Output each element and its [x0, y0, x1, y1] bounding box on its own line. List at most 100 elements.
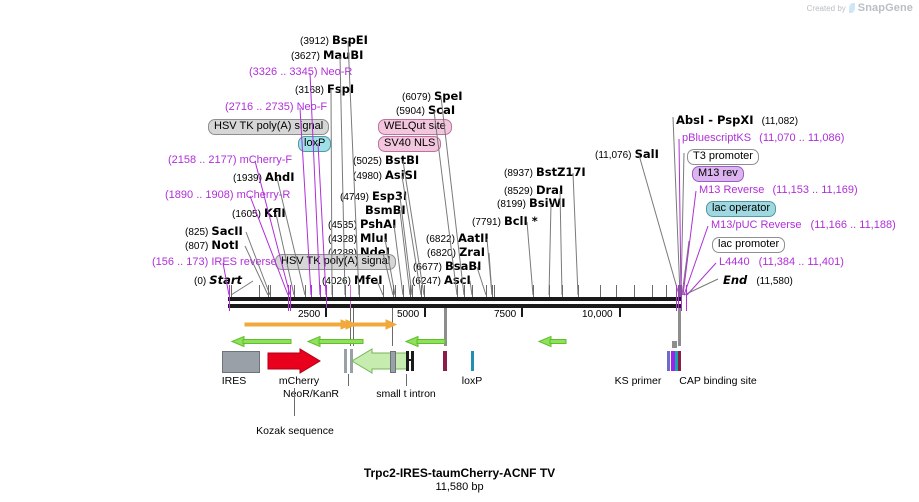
label-ahdi[interactable]: (1939) AhdI: [233, 171, 295, 185]
label-m13-reverse[interactable]: M13 Reverse (11,153 .. 11,169): [699, 184, 858, 196]
feature-box: lac promoter: [712, 237, 786, 253]
position-text: (6677): [413, 262, 442, 273]
label-mlui[interactable]: (4328) MluI: [328, 232, 388, 246]
label-zrai[interactable]: (6820) ZraI: [427, 246, 485, 260]
cut-tick: [270, 285, 271, 297]
label-sv40-nls[interactable]: SV40 NLS: [378, 136, 442, 152]
position-text: (11,166 .. 11,188): [810, 219, 896, 231]
label-neo-r[interactable]: (3326 .. 3345) Neo-R: [249, 66, 352, 78]
feature-box: M13 rev: [692, 166, 744, 182]
feature-ks-primer[interactable]: [667, 351, 670, 371]
label-bsmbi[interactable]: BsmBI: [365, 204, 406, 217]
backbone-line-top: [228, 297, 682, 301]
label-sali[interactable]: (11,076) SalI: [595, 148, 659, 162]
label-m13-puc-reverse[interactable]: M13/pUC Reverse (11,166 .. 11,188): [711, 219, 896, 231]
label-pbluescriptks[interactable]: pBluescriptKS (11,070 .. 11,086): [682, 132, 844, 144]
label-bcli[interactable]: (7791) BclI *: [472, 215, 538, 229]
label-bsiwi[interactable]: (8199) BsiWI: [497, 197, 566, 211]
label-l4440[interactable]: L4440 (11,384 .. 11,401): [719, 256, 844, 268]
primer-tick: [676, 285, 677, 311]
label-t3-promoter[interactable]: T3 promoter: [687, 149, 759, 165]
cut-tick: [345, 285, 346, 297]
position-text: (11,082): [761, 116, 799, 127]
label-bstbi[interactable]: (5025) BstBI: [353, 154, 419, 168]
label-drai[interactable]: (8529) DraI: [504, 184, 563, 198]
position-text: (807): [185, 241, 209, 252]
label-lac-promoter[interactable]: lac promoter: [712, 237, 786, 253]
cut-tick: [403, 285, 404, 297]
position-text: (11,384 .. 11,401): [758, 256, 844, 268]
ruler-label-7500: 7500: [494, 309, 517, 320]
feature-mcherry[interactable]: [267, 348, 324, 374]
feature-loxp[interactable]: [471, 351, 474, 371]
label-asci[interactable]: (6247) AscI: [412, 274, 471, 288]
cut-tick: [259, 285, 260, 297]
label-asisi[interactable]: (4980) AsiSI: [353, 169, 417, 183]
label-hsv-tk-polya-signal-mid[interactable]: HSV TK poly(A) signal: [275, 254, 397, 270]
label-mcherry-f[interactable]: (2158 .. 2177) mCherry-F: [168, 154, 292, 166]
label-ires-reverse[interactable]: (156 .. 173) IRES reverse: [152, 256, 277, 268]
enzyme-name: Start: [209, 273, 243, 287]
enzyme-name: AatII: [457, 231, 489, 245]
position-text: (11,070 .. 11,086): [759, 132, 845, 144]
feature-marker-dark-2[interactable]: [411, 351, 414, 371]
label-pshai[interactable]: (4535) PshAI: [328, 218, 396, 232]
primer-name: pBluescriptKS: [682, 132, 752, 144]
feature-maroon-marker[interactable]: [443, 351, 447, 371]
label-m13-rev[interactable]: M13 rev: [692, 166, 744, 182]
cut-tick: [421, 285, 422, 297]
caption-mcherry: mCherry: [278, 375, 320, 387]
caption-ires: IRES: [221, 375, 247, 387]
label-welqut-site[interactable]: WELQut site: [378, 119, 452, 135]
position-text: (8199): [497, 199, 526, 210]
position-text: (1605): [232, 209, 261, 220]
cut-tick: [494, 285, 495, 297]
enzyme-name: MauBI: [322, 48, 364, 62]
position-text: (825): [185, 227, 209, 238]
feature-connector: [678, 308, 681, 346]
orange-primer-arrows[interactable]: [0, 318, 919, 334]
enzyme-name: DraI: [535, 183, 564, 197]
feature-kozak[interactable]: [344, 349, 347, 373]
enzyme-name: BsmBI: [365, 203, 406, 217]
feature-neor-kanr[interactable]: [351, 348, 410, 374]
position-text: (5025): [353, 156, 382, 167]
feature-ires[interactable]: [222, 351, 260, 373]
label-bspei[interactable]: (3912) BspEI: [300, 34, 368, 48]
cut-tick: [457, 285, 458, 297]
label-noti[interactable]: (807) NotI: [185, 239, 239, 253]
position-text: (6247): [412, 276, 441, 287]
label-sacii[interactable]: (825) SacII: [185, 225, 243, 239]
watermark-created-by: Created by: [806, 3, 846, 13]
label-aatii[interactable]: (6822) AatII: [426, 232, 489, 246]
primer-tick: [229, 285, 230, 311]
position-text: (7791): [472, 217, 501, 228]
ruler-tick-7500: [521, 308, 523, 317]
label-start[interactable]: (0) Start: [194, 274, 242, 288]
cut-tick: [410, 285, 411, 297]
feature-cap-binding-teal[interactable]: [675, 351, 678, 371]
label-lac-operator[interactable]: lac operator: [706, 201, 777, 217]
feature-small-t-intron[interactable]: [390, 351, 396, 373]
label-scai[interactable]: (5904) ScaI: [396, 104, 455, 118]
position-text: (1939): [233, 173, 262, 184]
feature-cap-binding-maroon[interactable]: [678, 351, 681, 371]
cut-tick: [578, 285, 579, 297]
enzyme-name: ScaI: [427, 103, 456, 117]
enzyme-name: ZraI: [458, 245, 486, 259]
position-text: (8937): [504, 168, 533, 179]
feature-cap-binding-purple[interactable]: [671, 351, 675, 371]
label-hsv-tk-polya-signal-left[interactable]: HSV TK poly(A) signal: [208, 119, 330, 135]
label-mfei[interactable]: (4026) MfeI: [322, 274, 383, 288]
primer-name: L4440: [719, 256, 750, 268]
enzyme-name: BclI *: [503, 214, 538, 228]
label-maubi[interactable]: (3627) MauBI: [291, 49, 363, 63]
position-text: (3326 .. 3345): [249, 66, 318, 78]
green-primer-arrows[interactable]: [0, 334, 919, 350]
enzyme-name: BstBI: [384, 153, 420, 167]
feature-marker-dark[interactable]: [406, 351, 409, 371]
label-end[interactable]: End (11,580): [723, 274, 793, 288]
cut-tick: [412, 285, 413, 297]
label-absi-pspxi[interactable]: AbsI - PspXI (11,082): [676, 114, 798, 128]
plasmid-linear-map[interactable]: 2500 5000 7500 10,000: [0, 40, 919, 437]
